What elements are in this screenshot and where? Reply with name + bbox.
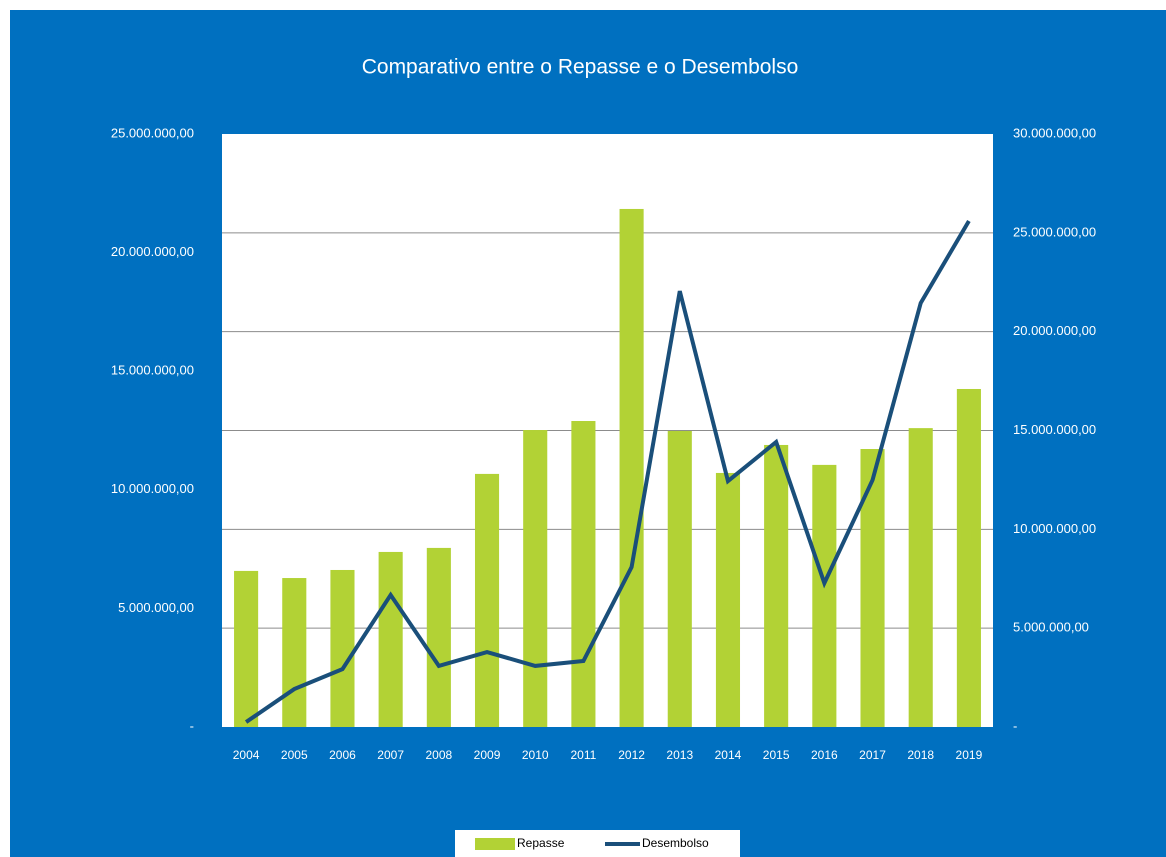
bar <box>426 547 451 727</box>
y-tick-label: 10.000.000,00 <box>111 481 194 496</box>
bar <box>330 569 355 727</box>
x-tick-label: 2019 <box>956 748 983 762</box>
x-tick-label: 2014 <box>715 748 742 762</box>
x-tick-label: 2016 <box>811 748 838 762</box>
bar <box>282 578 307 727</box>
y2-tick-label: 20.000.000,00 <box>1013 323 1096 338</box>
y-tick-label: 20.000.000,00 <box>111 244 194 259</box>
bar <box>523 430 548 727</box>
bar <box>860 449 885 727</box>
bar <box>908 428 933 727</box>
x-tick-label: 2017 <box>859 748 886 762</box>
bar <box>764 444 789 727</box>
x-tick-label: 2009 <box>474 748 501 762</box>
y-tick-label: 5.000.000,00 <box>118 600 194 615</box>
x-tick-label: 2008 <box>425 748 452 762</box>
y2-tick-label: 25.000.000,00 <box>1013 224 1096 239</box>
x-tick-label: 2013 <box>666 748 693 762</box>
y-tick-label: 15.000.000,00 <box>111 363 194 378</box>
bar <box>234 570 259 727</box>
y2-tick-label: 15.000.000,00 <box>1013 422 1096 437</box>
y2-tick-label: 10.000.000,00 <box>1013 521 1096 536</box>
x-tick-label: 2006 <box>329 748 356 762</box>
bar <box>812 464 837 727</box>
x-tick-label: 2015 <box>763 748 790 762</box>
bar <box>667 430 692 727</box>
x-tick-label: 2011 <box>571 748 597 762</box>
bar <box>474 473 500 727</box>
bar <box>715 472 741 727</box>
y-tick-label: 25.000.000,00 <box>111 125 194 140</box>
bar <box>619 208 644 727</box>
x-tick-label: 2010 <box>522 748 549 762</box>
y2-tick-label: 5.000.000,00 <box>1013 620 1089 635</box>
x-tick-label: 2007 <box>377 748 404 762</box>
y2-tick-label: 30.000.000,00 <box>1013 125 1096 140</box>
y2-tick-label: - <box>1013 718 1017 733</box>
legend-label: Repasse <box>517 836 565 850</box>
x-tick-label: 2005 <box>281 748 308 762</box>
x-tick-label: 2004 <box>233 748 260 762</box>
bar <box>956 388 981 727</box>
y-tick-label: - <box>190 718 194 733</box>
bar <box>378 551 403 727</box>
line <box>244 219 971 724</box>
x-tick-label: 2012 <box>618 748 645 762</box>
x-tick-label: 2018 <box>907 748 934 762</box>
legend: Repasse Desembolso <box>455 830 740 857</box>
chart-title: Comparativo entre o Repasse e o Desembol… <box>362 56 799 79</box>
legend-label: Desembolso <box>642 836 709 850</box>
legend-swatch <box>475 838 515 850</box>
bar <box>571 421 596 727</box>
